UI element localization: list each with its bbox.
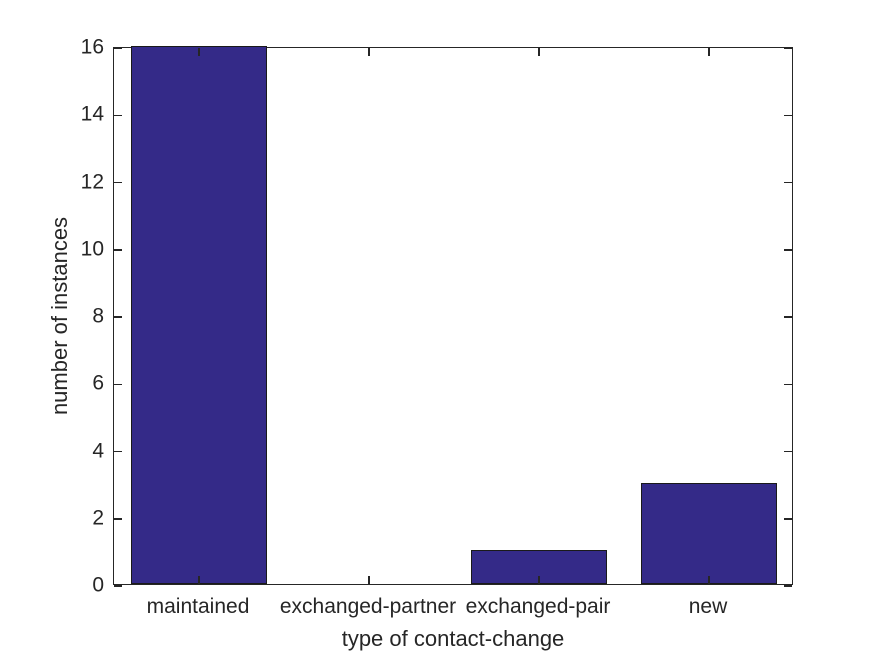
- x-axis-label: type of contact-change: [341, 626, 565, 651]
- x-tick-bottom: [368, 576, 370, 584]
- bar-new: [641, 483, 777, 584]
- y-tick-label: 10: [80, 237, 104, 261]
- y-tick-right: [784, 316, 792, 318]
- y-tick-label: 12: [80, 170, 104, 193]
- plot-area: [113, 46, 793, 587]
- y-tick-label: 16: [80, 35, 104, 59]
- y-tick-right: [784, 181, 792, 184]
- x-tick-label-new: new: [688, 595, 728, 618]
- y-tick-left: [114, 249, 122, 251]
- y-tick-right: [784, 47, 792, 49]
- y-tick-left: [114, 316, 122, 318]
- x-tick-bottom: [198, 576, 200, 584]
- y-tick-label: 6: [92, 371, 104, 395]
- x-tick-bottom: [538, 576, 540, 584]
- y-tick-left: [114, 450, 122, 453]
- y-tick-left: [114, 383, 122, 385]
- x-tick-top: [368, 48, 370, 56]
- x-tick-top: [708, 48, 710, 56]
- y-tick-right: [784, 518, 792, 520]
- bar-maintained: [131, 46, 267, 584]
- x-tick-label-exchanged-pair: exchanged-pair: [465, 595, 611, 618]
- y-tick-label: 14: [80, 102, 104, 126]
- y-tick-right: [784, 383, 792, 385]
- y-tick-right: [784, 450, 792, 453]
- x-tick-top: [198, 48, 200, 56]
- y-tick-right: [784, 249, 792, 251]
- y-tick-right: [784, 585, 792, 587]
- y-tick-label: 0: [92, 573, 104, 597]
- x-tick-top: [538, 48, 540, 56]
- y-tick-left: [114, 114, 122, 116]
- x-tick-bottom: [708, 576, 710, 584]
- x-tick-label-exchanged-partner: exchanged-partner: [279, 595, 457, 618]
- x-tick-label-maintained: maintained: [146, 595, 250, 618]
- y-tick-left: [114, 585, 122, 587]
- y-tick-right: [784, 114, 792, 116]
- y-tick-left: [114, 47, 122, 49]
- y-tick-left: [114, 181, 122, 184]
- y-tick-left: [114, 518, 122, 520]
- y-tick-label: 8: [92, 304, 104, 328]
- y-tick-label: 4: [92, 439, 104, 462]
- y-tick-label: 2: [92, 506, 104, 530]
